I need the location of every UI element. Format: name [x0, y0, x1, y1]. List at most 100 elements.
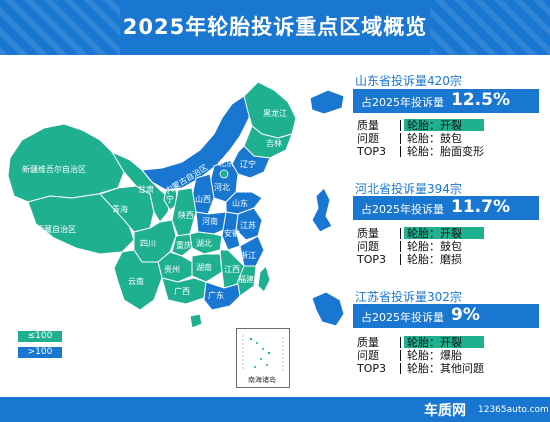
issue-row: 质量 轮胎：开裂 [357, 227, 537, 240]
label-guizhou: 贵州 [164, 264, 180, 274]
region-issues-jiangsu: 质量 轮胎：开裂 问题 轮胎：爆胎 TOP3 轮胎：其他问题 [357, 336, 537, 375]
inset-label: 南海诸岛 [248, 376, 276, 384]
issue-row: TOP3 轮胎：其他问题 [357, 362, 537, 375]
callout-jiangsu-shape [311, 291, 345, 327]
issue-key: TOP3 [357, 145, 387, 158]
issue-value: 轮胎：胎面变形 [407, 145, 484, 158]
issue-value: 轮胎：爆胎 [407, 349, 462, 362]
issue-key: 问题 [357, 240, 379, 253]
label-xizang: 西藏自治区 [36, 224, 76, 234]
issue-highlight [404, 119, 484, 131]
inset-islands [242, 335, 284, 371]
label-qinghai: 青海 [112, 204, 128, 214]
label-ningxia: 宁 [166, 194, 174, 204]
callout-shandong-shape [309, 89, 345, 115]
province-taiwan[interactable] [257, 265, 271, 293]
label-zhejiang: 浙江 [240, 250, 256, 260]
label-liaoning: 辽宁 [240, 159, 256, 169]
province-hubei[interactable] [189, 231, 223, 255]
province-beijing[interactable] [219, 169, 229, 179]
issue-row: 质量 轮胎：开裂 [357, 119, 537, 132]
label-guangdong: 广东 [208, 290, 224, 300]
callout-hebei-shape [311, 187, 333, 233]
issue-key: 问题 [357, 349, 379, 362]
label-chongqing: 重庆 [176, 240, 192, 250]
china-map: 新疆维吾尔自治区 西藏自治区 青海 甘肃 内蒙古自治区 黑龙江 吉林 辽宁 北京… [7, 81, 345, 329]
label-shanxi: 山西 [195, 194, 211, 204]
label-xinjiang: 新疆维吾尔自治区 [22, 164, 86, 174]
region-share-bar-hebei: 占2025年投诉量 11.7% [353, 196, 539, 220]
issue-row: TOP3 轮胎：胎面变形 [357, 145, 537, 158]
province-yunnan[interactable] [113, 249, 163, 311]
issue-key: 问题 [357, 132, 379, 145]
province-chongqing[interactable] [171, 233, 193, 257]
page-title: 2025年轮胎投诉重点区域概览 [122, 15, 428, 39]
label-fujian: 福建 [238, 274, 254, 284]
issue-key: 质量 [357, 336, 379, 349]
province-zhejiang[interactable] [239, 235, 265, 267]
region-title-jiangsu: 江苏省投诉量302宗 [355, 290, 462, 304]
south-china-sea-inset [236, 328, 290, 388]
issue-row: 问题 轮胎：鼓包 [357, 132, 537, 145]
province-fujian[interactable] [235, 265, 257, 297]
issue-row: TOP3 轮胎：磨损 [357, 253, 537, 266]
label-hubei: 湖北 [196, 239, 212, 248]
issue-row: 问题 轮胎：鼓包 [357, 240, 537, 253]
label-sichuan: 四川 [140, 239, 156, 248]
province-hainan[interactable] [189, 313, 203, 329]
issue-value: 轮胎：磨损 [407, 253, 462, 266]
label-jilin: 吉林 [266, 138, 282, 148]
share-value: 11.7% [451, 197, 510, 217]
label-jiangxi: 江西 [224, 265, 240, 274]
region-share-bar-shandong: 占2025年投诉量 12.5% [353, 89, 539, 113]
label-shandong: 山东 [232, 198, 248, 208]
region-title-hebei: 河北省投诉量394宗 [355, 182, 462, 196]
issue-value: 轮胎：其他问题 [407, 362, 484, 375]
region-title-shandong: 山东省投诉量420宗 [355, 74, 462, 88]
province-xizang[interactable] [27, 187, 135, 255]
label-beijing: 北京 [218, 158, 234, 168]
issue-highlight [404, 336, 484, 348]
brand-logo: 车质网 [424, 403, 466, 419]
share-label: 占2025年投诉量 [361, 203, 444, 216]
issue-value: 轮胎：开裂 [407, 336, 462, 349]
header-bar: 2025年轮胎投诉重点区域概览 [0, 0, 550, 55]
share-label: 占2025年投诉量 [361, 96, 444, 109]
label-yunnan: 云南 [128, 276, 144, 286]
header-decoration-right [430, 0, 550, 55]
issue-value: 轮胎：鼓包 [407, 240, 462, 253]
legend-item-high: >100 [18, 347, 62, 358]
issue-row: 问题 轮胎：爆胎 [357, 349, 537, 362]
label-hunan: 湖南 [196, 262, 212, 272]
province-xinjiang[interactable] [7, 123, 125, 203]
region-issues-hebei: 质量 轮胎：开裂 问题 轮胎：鼓包 TOP3 轮胎：磨损 [357, 227, 537, 266]
label-anhui: 安徽 [224, 228, 240, 238]
label-jiangsu: 江苏 [240, 220, 256, 230]
label-guangxi: 广西 [174, 286, 190, 296]
legend-item-low: ≤100 [18, 331, 62, 342]
region-share-bar-jiangsu: 占2025年投诉量 9% [353, 304, 539, 328]
header-decoration-left [0, 0, 120, 55]
issue-key: 质量 [357, 227, 379, 240]
label-hebei: 河北 [214, 182, 230, 192]
label-gansu: 甘肃 [138, 184, 154, 194]
share-label: 占2025年投诉量 [361, 311, 444, 324]
issue-key: 质量 [357, 119, 379, 132]
issue-value: 轮胎：开裂 [407, 119, 462, 132]
issue-row: 质量 轮胎：开裂 [357, 336, 537, 349]
issue-value: 轮胎：开裂 [407, 227, 462, 240]
issue-key: TOP3 [357, 362, 387, 375]
issue-highlight [404, 227, 484, 239]
share-value: 9% [451, 305, 480, 325]
label-heilongjiang: 黑龙江 [263, 108, 287, 118]
label-shaanxi: 陕西 [178, 210, 194, 220]
issue-key: TOP3 [357, 253, 387, 266]
label-henan: 河南 [202, 216, 218, 226]
province-guangdong[interactable] [203, 281, 241, 311]
issue-value: 轮胎：鼓包 [407, 132, 462, 145]
region-issues-shandong: 质量 轮胎：开裂 问题 轮胎：鼓包 TOP3 轮胎：胎面变形 [357, 119, 537, 158]
brand-url[interactable]: 12365auto.com [478, 405, 549, 415]
footer-bar [0, 397, 550, 422]
share-value: 12.5% [451, 90, 510, 110]
